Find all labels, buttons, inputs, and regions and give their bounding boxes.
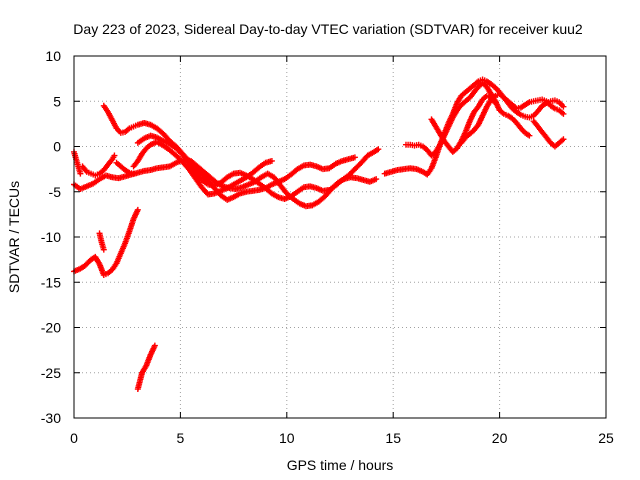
- y-tick-label: 10: [45, 48, 61, 64]
- data-point: [560, 110, 567, 117]
- series-track-9: [79, 152, 118, 179]
- x-tick-label: 20: [492, 430, 508, 446]
- series-track-8: [113, 159, 137, 177]
- data-point: [130, 170, 137, 177]
- data-point: [375, 146, 382, 153]
- y-axis-title: SDTVAR / TECUs: [6, 181, 22, 293]
- y-tick-label: -5: [49, 184, 62, 200]
- x-tick-label: 15: [385, 430, 401, 446]
- data-point: [492, 100, 499, 107]
- y-tick-label: -25: [41, 365, 61, 381]
- y-tick-label: 0: [53, 139, 61, 155]
- y-tick-label: 5: [53, 93, 61, 109]
- series-track-14: [458, 91, 567, 146]
- data-point: [526, 132, 533, 139]
- plot-frame: [73, 55, 607, 419]
- x-tick-label: 25: [598, 430, 614, 446]
- x-axis-title: GPS time / hours: [287, 457, 394, 473]
- axis-layer: 0 5 10 15 20 25 -30 -25 -20 -15 -10 -5 0 5 10: [41, 48, 614, 446]
- data-point: [560, 136, 567, 143]
- data-point: [111, 152, 118, 159]
- data-point: [151, 342, 158, 349]
- y-tick-label: -15: [41, 274, 61, 290]
- x-tick-label: 0: [70, 430, 78, 446]
- y-tick-label: -10: [41, 229, 61, 245]
- data-point: [100, 246, 107, 253]
- data-point: [134, 206, 141, 213]
- x-tick-label: 10: [279, 430, 295, 446]
- data-point: [351, 154, 358, 161]
- data-point: [560, 103, 567, 110]
- series-track-15: [530, 118, 567, 150]
- y-tick-label: -20: [41, 320, 61, 336]
- data-layer: [71, 76, 567, 393]
- series-track-5: [100, 102, 358, 203]
- series-track-2: [96, 230, 107, 253]
- data-point: [373, 176, 380, 183]
- series-track-6: [134, 132, 382, 202]
- series-track-7: [130, 138, 275, 198]
- data-point: [268, 157, 275, 164]
- series-track-3: [134, 342, 158, 393]
- series-track-1: [71, 206, 141, 279]
- y-tick-label: -30: [41, 410, 61, 426]
- x-tick-label: 5: [177, 430, 185, 446]
- chart-title: Day 223 of 2023, Sidereal Day-to-day VTE…: [73, 21, 583, 37]
- data-point: [77, 170, 84, 177]
